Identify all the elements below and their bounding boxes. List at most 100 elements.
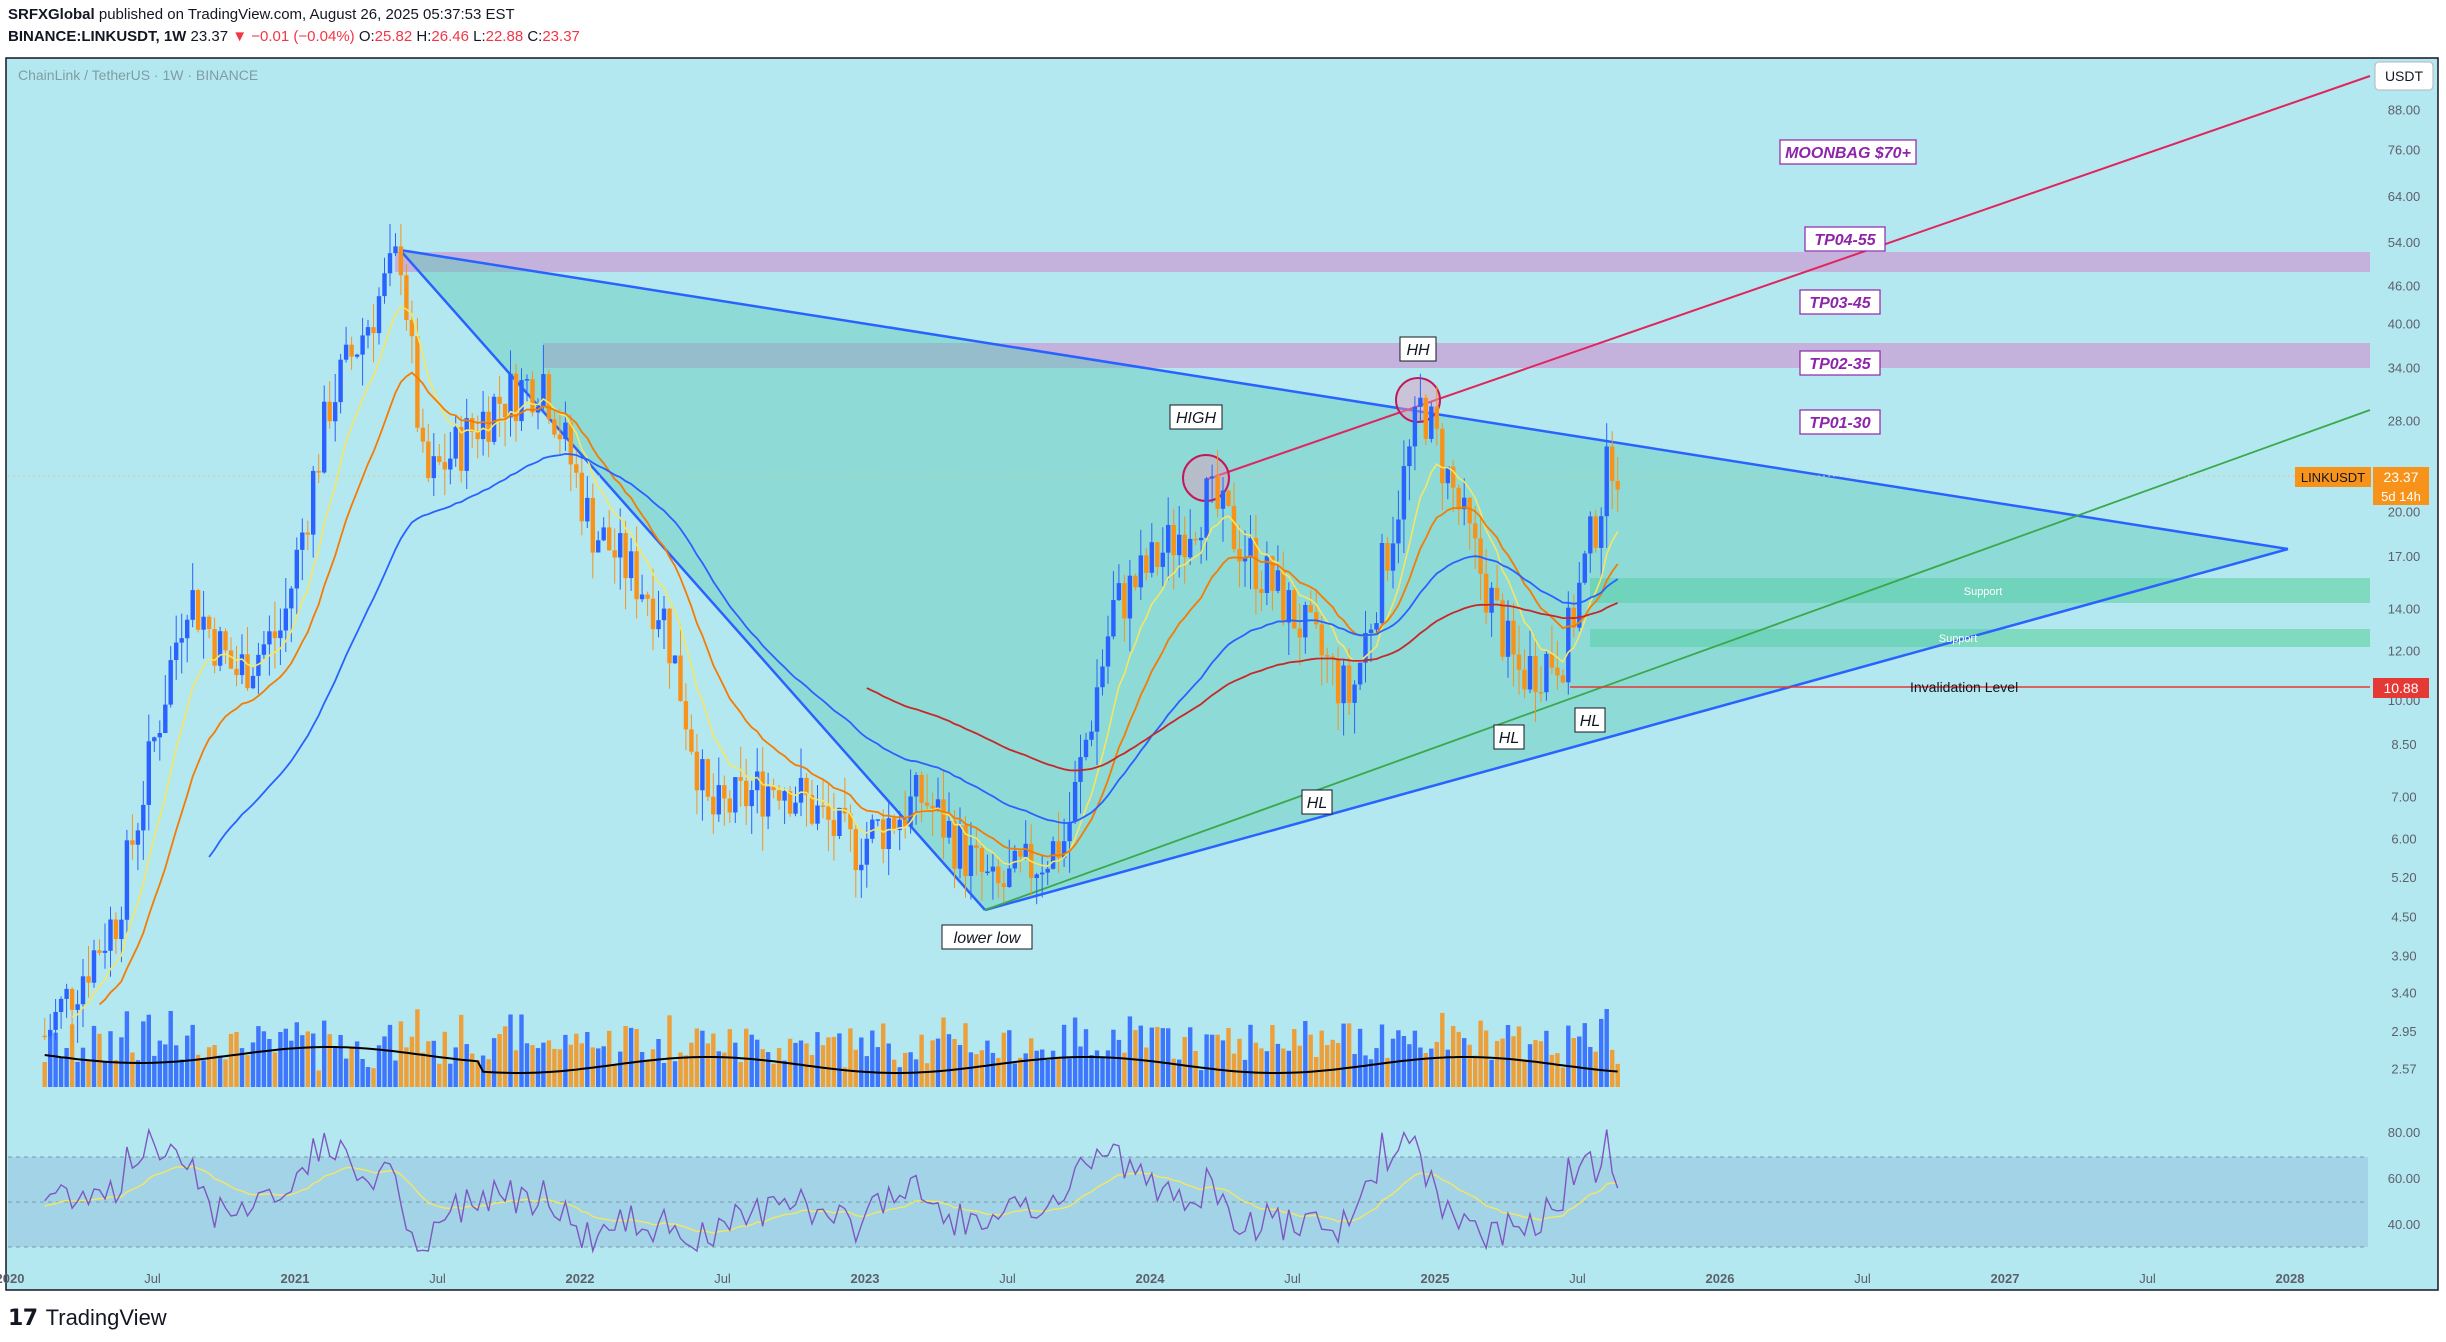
time-tick-label: 2020 xyxy=(0,1271,24,1286)
time-axis[interactable]: 2020 Jul 2021 Jul 2022 Jul 2023 Jul 2024 Jul 2025 J… xyxy=(0,1271,2304,1286)
candle-body xyxy=(1007,868,1012,887)
candle-body xyxy=(1155,542,1160,567)
candle-body xyxy=(667,608,672,664)
volume-bar xyxy=(1610,1049,1615,1087)
candle-body xyxy=(546,374,552,420)
annotation-tp2: TP02-35 xyxy=(1799,350,1881,376)
candle-body xyxy=(678,655,683,702)
price-tick-label: 34.00 xyxy=(2388,361,2421,376)
candle-body xyxy=(53,1012,58,1030)
volume-bar xyxy=(546,1040,552,1087)
volume-bar xyxy=(333,1047,338,1087)
candle-body xyxy=(1220,490,1226,509)
candle-body xyxy=(859,864,864,871)
candle-body xyxy=(327,401,332,422)
volume-bar xyxy=(1489,1059,1494,1087)
candle-body xyxy=(1522,669,1527,690)
volume-bar xyxy=(903,1052,908,1087)
volume-bar xyxy=(58,1056,64,1087)
volume-bar xyxy=(245,1055,250,1087)
volume-bar xyxy=(102,1061,108,1087)
price-tick-label: 14.00 xyxy=(2388,602,2421,617)
tradingview-footer[interactable]: 17 TradingView xyxy=(8,1303,167,1333)
candle-body xyxy=(1111,600,1116,637)
price-tag: LINKUSDT 23.37 5d 14h xyxy=(2295,467,2429,505)
volume-bar xyxy=(1319,1030,1324,1087)
candle-body xyxy=(86,976,91,983)
volume-bar xyxy=(535,1048,541,1087)
last-price: 23.37 xyxy=(190,28,229,45)
rsi-tick-label: 80.00 xyxy=(2388,1125,2421,1140)
candle-body xyxy=(782,791,787,801)
candle-body xyxy=(1566,607,1571,683)
candle-body xyxy=(1012,850,1017,869)
candle-body xyxy=(661,608,667,621)
candle-body xyxy=(1434,406,1439,429)
candle-body xyxy=(1045,868,1050,873)
candle-body xyxy=(1604,446,1609,517)
candle-body xyxy=(497,396,502,404)
candle-body xyxy=(820,805,826,807)
candle-body xyxy=(1555,667,1560,676)
volume-bar xyxy=(1144,1047,1149,1087)
candle-body xyxy=(892,818,897,831)
volume-bar xyxy=(798,1040,804,1087)
volume-bar xyxy=(1352,1054,1357,1087)
candle-body xyxy=(1610,446,1615,481)
volume-bar xyxy=(826,1037,831,1087)
volume-bar xyxy=(1264,1051,1270,1087)
candle-body xyxy=(1319,624,1324,656)
candle-body xyxy=(557,434,563,440)
candle-body xyxy=(1072,781,1078,822)
annotation-tp3: TP03-45 xyxy=(1799,289,1881,315)
volume-bar xyxy=(1220,1040,1226,1087)
candle-body xyxy=(1467,497,1472,524)
candle-body xyxy=(1083,739,1089,758)
candle-body xyxy=(689,729,694,752)
candle-body xyxy=(470,418,475,432)
volume-bar xyxy=(354,1041,360,1087)
volume-bar xyxy=(574,1033,579,1087)
price-axis[interactable]: 88.00 76.00 64.00 54.00 46.00 40.00 34.00 28.00… xyxy=(2388,103,2421,1077)
price-tick-label: 40.00 xyxy=(2388,317,2421,332)
volume-bar xyxy=(1198,1070,1204,1087)
volume-bar xyxy=(1089,1055,1094,1087)
volume-bar xyxy=(1149,1027,1154,1087)
volume-bar xyxy=(179,1059,184,1087)
volume-bar xyxy=(1473,1055,1478,1087)
volume-bar xyxy=(919,1034,924,1087)
volume-bar xyxy=(1281,1048,1286,1087)
volume-bar xyxy=(1083,1029,1089,1087)
candle-body xyxy=(58,998,64,1012)
candle-body xyxy=(97,950,102,953)
volume-bar xyxy=(135,1060,141,1087)
volume-bar xyxy=(875,1047,880,1087)
candle-body xyxy=(1407,446,1412,467)
volume-bar xyxy=(267,1039,272,1087)
candle-body xyxy=(234,668,239,676)
volume-bar xyxy=(343,1058,349,1087)
candle-body xyxy=(749,790,754,807)
candle-body xyxy=(1242,557,1248,562)
candle-body xyxy=(64,988,69,999)
volume-bar xyxy=(157,1040,162,1087)
volume-bar xyxy=(1478,1020,1483,1087)
support-label-1: Support xyxy=(1964,586,2003,598)
volume-bar xyxy=(1418,1047,1423,1087)
candle-body xyxy=(464,418,469,471)
volume-bar xyxy=(557,1049,563,1087)
chart-canvas[interactable]: MOONBAG $70+ TP04-55 TP03-45 TP02-35 TP0… xyxy=(0,55,2446,1297)
candle-body xyxy=(480,411,486,440)
volume-bar xyxy=(470,1053,475,1087)
high-label: H: xyxy=(416,28,432,45)
currency-badge[interactable]: USDT xyxy=(2374,61,2434,91)
volume-bar xyxy=(1094,1050,1100,1087)
price-tick-label: 12.00 xyxy=(2388,643,2421,658)
candle-body xyxy=(568,422,573,465)
author-name[interactable]: SRFXGlobal xyxy=(8,6,95,23)
candle-body xyxy=(1138,555,1143,588)
volume-bar xyxy=(809,1055,815,1087)
volume-bar xyxy=(650,1049,656,1087)
volume-bar xyxy=(1325,1045,1330,1087)
triangle-left-line xyxy=(399,249,986,911)
